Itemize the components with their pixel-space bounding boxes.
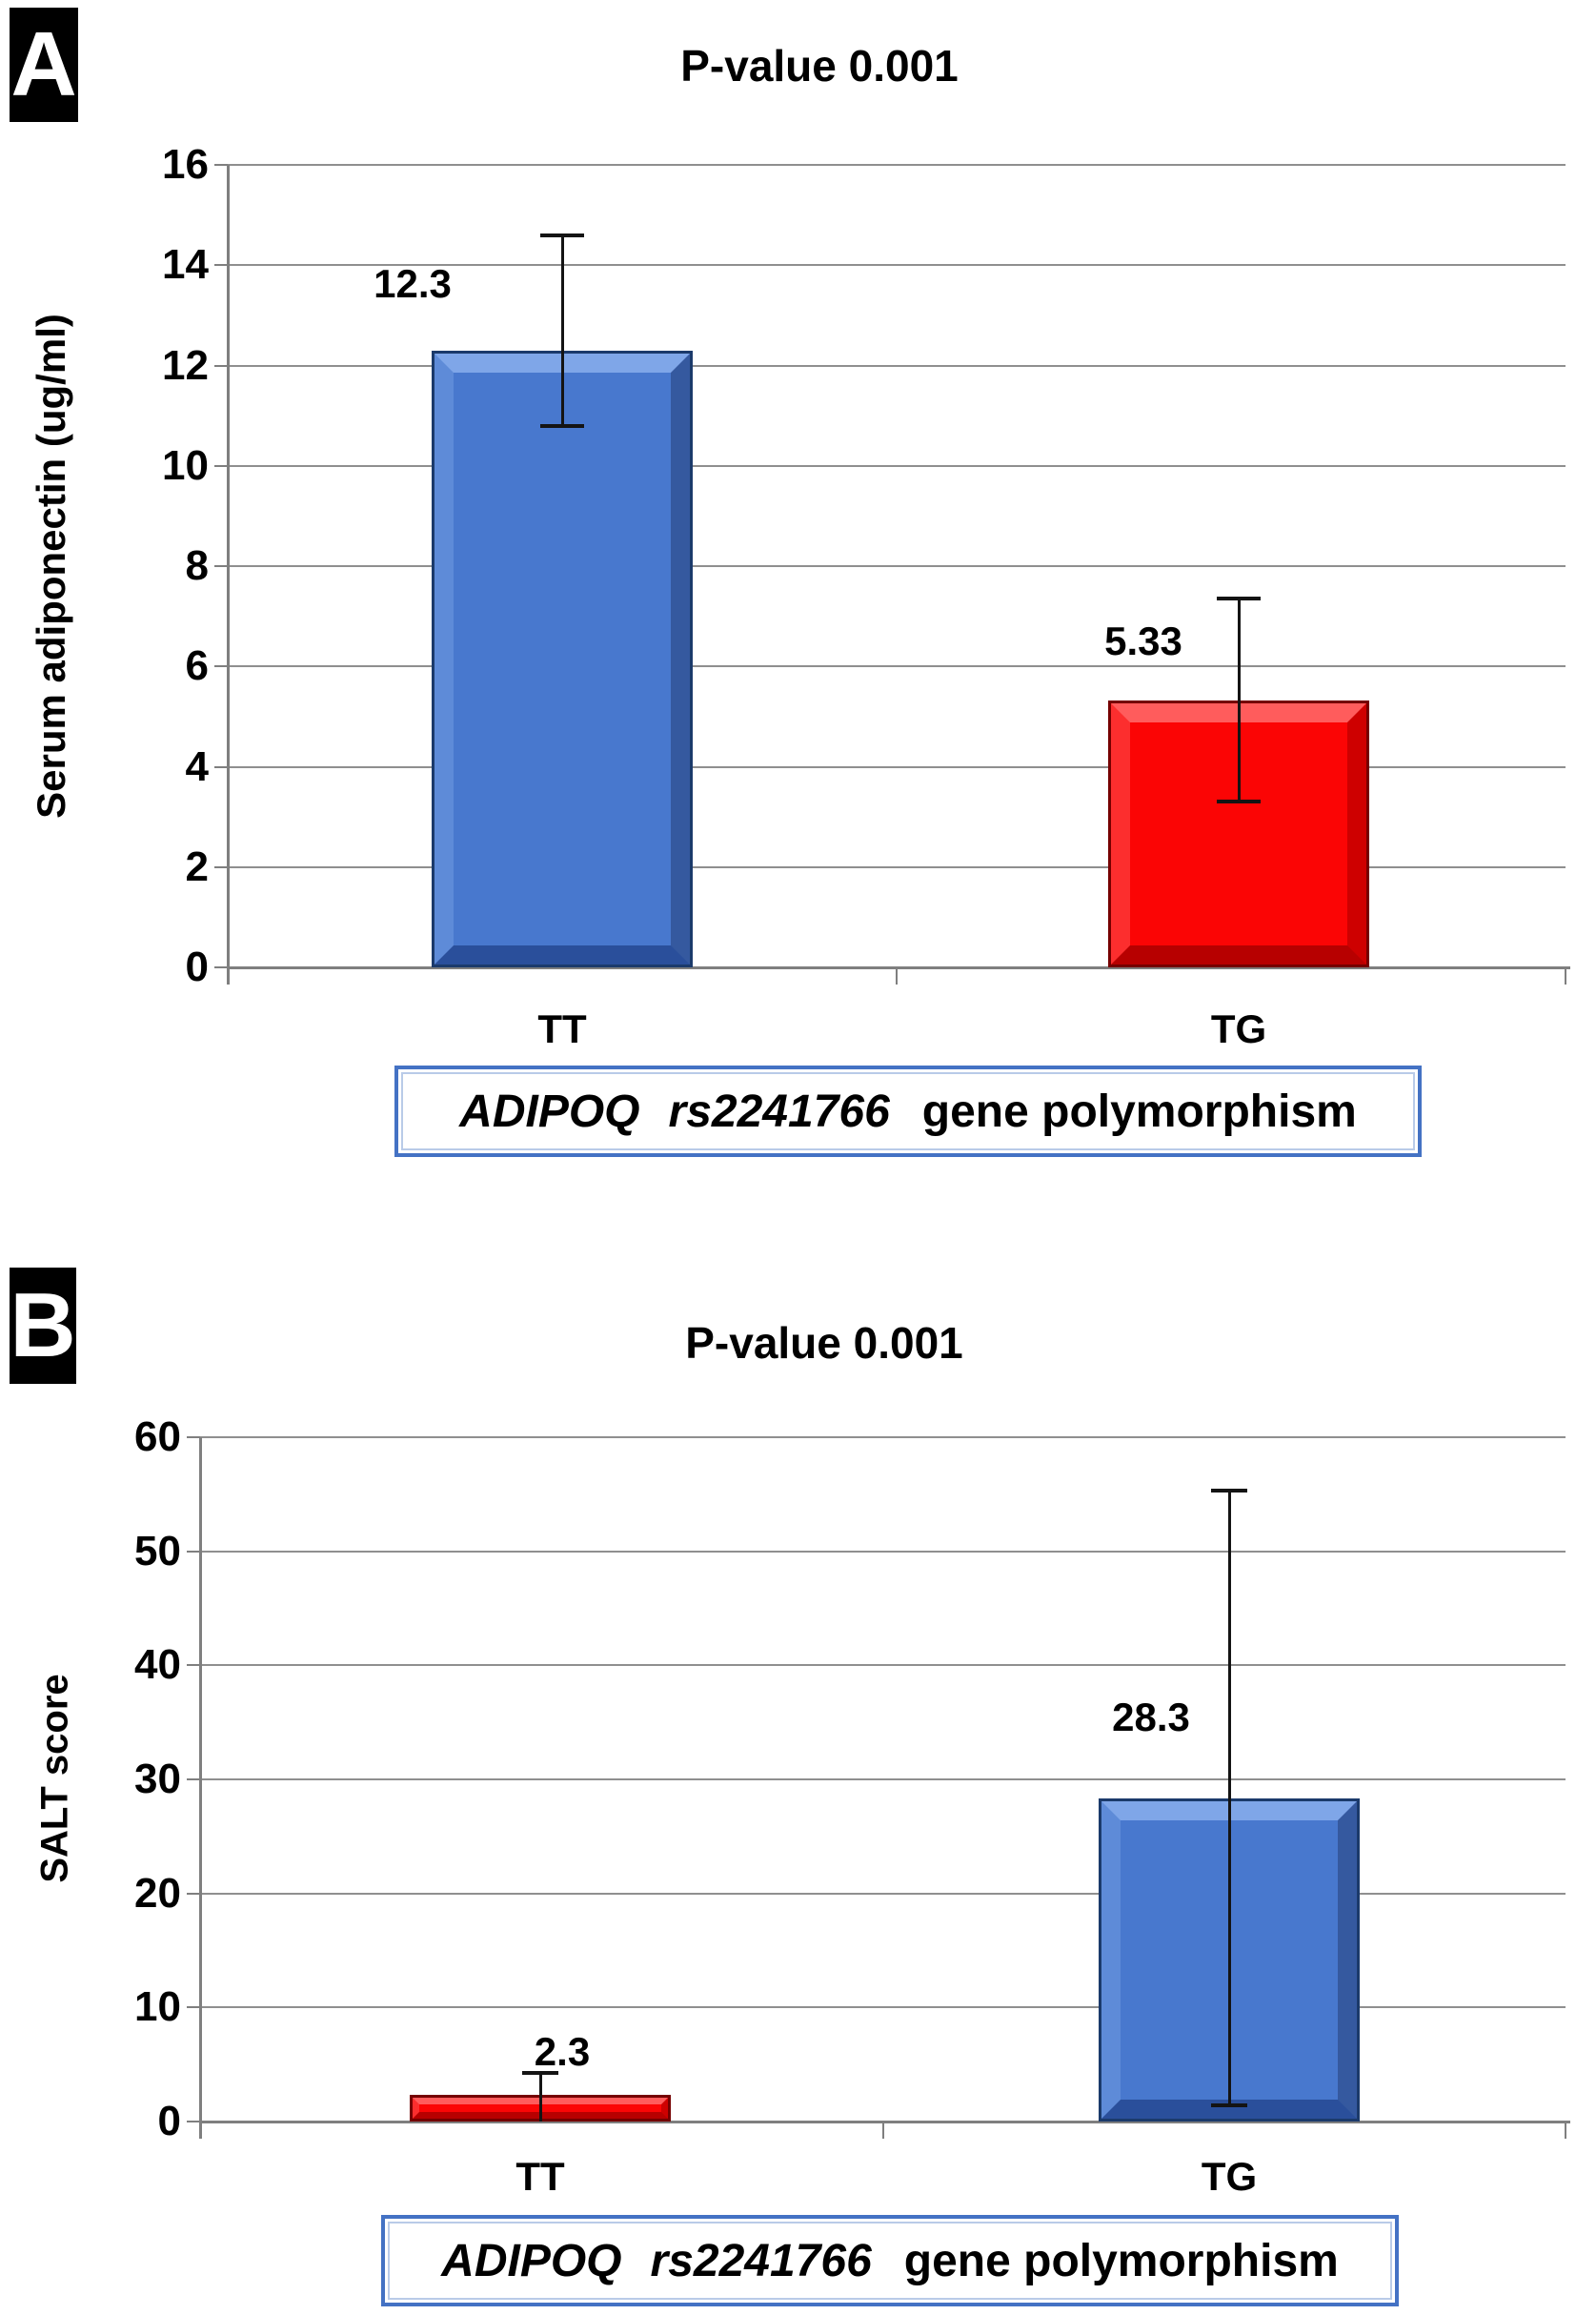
panel-a-bar-tt [432,350,693,967]
panel-b-y-tick [187,1550,200,1553]
panel-a-x-category-label-tt: TT [537,1006,587,1051]
panel-a-gridline [228,565,1566,567]
panel-a-x-tick [1565,967,1566,985]
panel-a-bar-bevel [434,353,690,965]
panel-b-title: P-value 0.001 [685,1318,963,1368]
panel-b-y-tick [187,2006,200,2009]
panel-b-y-tick [187,2121,200,2122]
panel-b-value-label-tt: 2.3 [534,2029,591,2075]
panel-a-error-bar-tg [1238,599,1241,802]
panel-b-gridline [200,1550,1566,1553]
panel-b-x-axis-line [199,2121,1570,2123]
panel-b-y-tick-label: 30 [134,1756,181,1802]
panel-b-gridline [200,1778,1566,1780]
snp-id-label: rs2241766 [668,1086,890,1137]
panel-b-y-tick [187,1778,200,1780]
panel-a-gridline [228,464,1566,467]
panel-a-letter: A [10,8,78,122]
panel-a-y-tick-label: 8 [185,542,209,589]
panel-a-y-tick-label: 14 [162,241,209,289]
panel-a-gridline [228,865,1566,868]
panel-b-y-tick-label: 0 [157,2098,181,2144]
panel-b-x-tick [1565,2122,1566,2139]
panel-a-x-tick [227,967,229,985]
panel-a-x-axis-line [227,966,1570,969]
panel-b-y-tick-label: 60 [134,1413,181,1460]
panel-b-y-tick-label: 10 [134,1983,181,2031]
panel-b-y-axis-line [199,1437,202,2139]
gene-name-label: ADIPOQ [459,1086,640,1137]
gene-name-label: ADIPOQ [441,2235,622,2286]
panel-a-y-tick-label: 12 [162,341,209,389]
snp-id-label: rs2241766 [650,2235,872,2286]
panel-b-error-cap-top [1211,1489,1247,1493]
panel-a-gridline [228,364,1566,367]
panel-a-error-bar-tt [561,234,564,426]
panel-b-error-cap-top [522,2070,558,2075]
panel-a-title: P-value 0.001 [680,41,959,91]
panel-a-y-tick [214,264,228,267]
panel-b-y-tick [187,1664,200,1667]
panel-b-y-tick [187,1436,200,1438]
panel-a-gridline [228,765,1566,768]
panel-b-gridline [200,1664,1566,1667]
panel-a-x-category-label-tg: TG [1210,1006,1267,1051]
panel-b-y-tick-label: 20 [134,1869,181,1917]
panel-a-y-tick [214,364,228,367]
panel-a-y-axis-line [227,165,230,985]
panel-a-error-cap-bottom [1217,800,1261,804]
panel-a-y-tick [214,464,228,467]
panel-b-gridline [200,1892,1566,1895]
panel-b-value-label-tg: 28.3 [1112,1695,1190,1740]
panel-a-gridline [228,665,1566,668]
panel-a-x-axis-title-box: ADIPOQ rs2241766 gene polymorphism [394,1066,1422,1157]
panel-b-x-tick [881,2122,884,2139]
panel-b-x-axis-title-box: ADIPOQ rs2241766 gene polymorphism [381,2215,1399,2306]
panel-b-x-tick [199,2122,201,2139]
panel-a-gridline [228,164,1566,166]
panel-b-error-bar-tt [539,2072,542,2122]
panel-a-y-tick-label: 0 [185,944,209,990]
panel-b-letter: B [10,1268,76,1384]
gene-polymorphism-text: gene polymorphism [903,2235,1339,2286]
panel-a-value-label-tg: 5.33 [1104,618,1182,663]
panel-a-y-tick-label: 10 [162,441,209,489]
panel-a-gridline [228,264,1566,267]
panel-a-y-tick [214,565,228,567]
panel-b-x-category-label-tt: TT [515,2154,565,2199]
panel-a-y-tick [214,966,228,968]
panel-b-gridline [200,2006,1566,2009]
panel-a-y-tick-label: 2 [185,843,209,890]
panel-b-error-bar-tg [1228,1491,1231,2106]
panel-b-error-cap-bottom [1211,2103,1247,2108]
panel-b-y-tick-label: 50 [134,1527,181,1574]
panel-a-error-cap-top [540,233,584,237]
panel-a-bar-bevel [1111,702,1366,965]
panel-a-y-tick-label: 16 [162,141,209,188]
panel-a-y-tick [214,665,228,668]
panel-a-y-axis-label: Serum adiponectin (ug/ml) [29,314,73,819]
panel-a-y-tick [214,765,228,768]
panel-a-y-tick [214,164,228,166]
panel-b-y-tick-label: 40 [134,1641,181,1689]
panel-a-value-label-tt: 12.3 [374,260,452,306]
panel-a-y-tick-label: 6 [185,642,209,690]
panel-b-gridline [200,1436,1566,1438]
gene-polymorphism-text: gene polymorphism [921,1086,1357,1137]
panel-a-y-tick-label: 4 [185,742,209,790]
panel-a-error-cap-bottom [540,423,584,428]
panel-a-y-tick [214,865,228,868]
panel-b-x-category-label-tg: TG [1201,2154,1258,2199]
panel-b-y-tick [187,1892,200,1895]
panel-a-x-tick [896,967,898,985]
panel-a-error-cap-top [1217,597,1261,601]
